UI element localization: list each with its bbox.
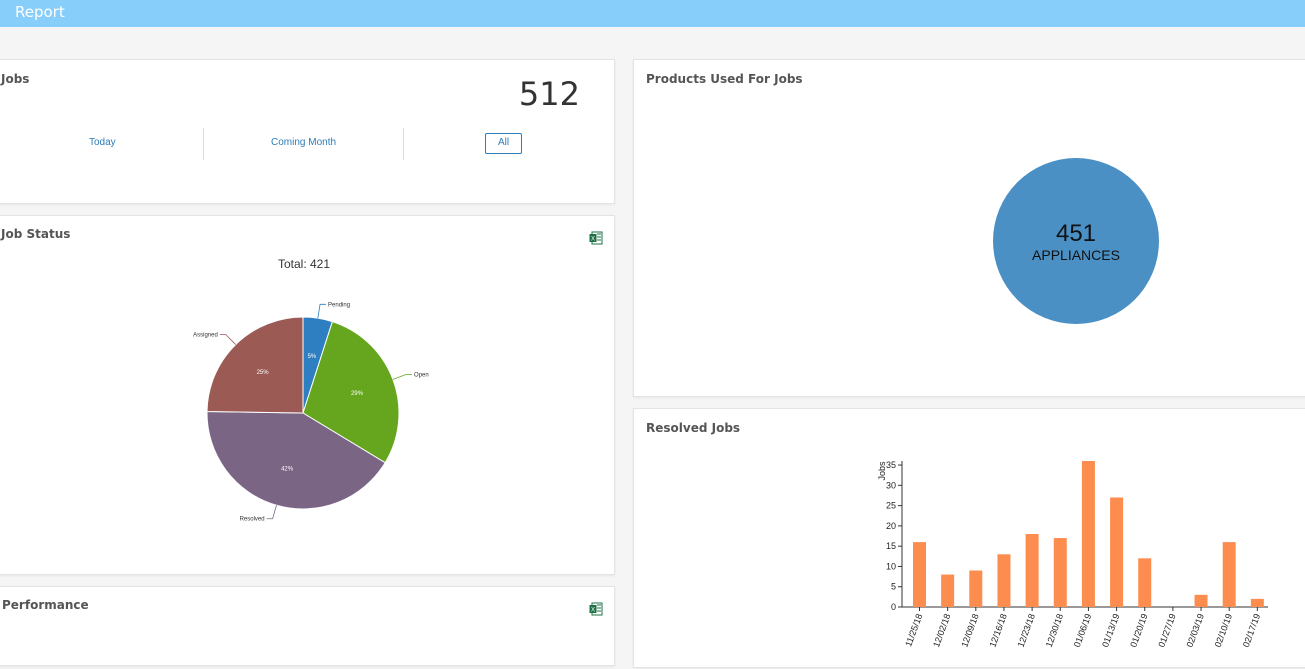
x-tick-label: 01/20/19 [1128,612,1149,648]
pie-total-label: Total: 421 [278,257,330,271]
job-status-panel: Job Status X Total: 421 5% Pending 29% Open… [0,215,615,575]
top-bar: Report [0,0,1305,27]
pie-category-label: Assigned [193,333,218,339]
svg-text:X: X [591,237,595,243]
x-tick-label: 11/25/18 [903,612,924,648]
bar-12-30-18[interactable] [1053,538,1067,607]
y-tick-label: 20 [886,521,896,531]
pie-slice-resolved[interactable] [206,410,386,510]
bar-12-09-18[interactable] [969,570,983,608]
x-tick-label: 02/03/19 [1185,612,1206,648]
bar-12-02-18[interactable] [941,574,955,607]
pie-leader-line [317,303,327,319]
svg-text:X: X [591,608,595,614]
filter-divider [203,128,204,160]
y-tick-label: 15 [886,541,896,551]
bar-02-03-19[interactable] [1194,594,1208,607]
x-tick-label: 12/02/18 [931,612,952,648]
bar-01-06-19[interactable] [1081,461,1095,607]
x-tick-label: 01/06/19 [1072,612,1093,648]
products-panel: Products Used For Jobs 451 APPLIANCES [633,59,1305,397]
excel-export-icon[interactable]: X [589,231,603,245]
bar-02-17-19[interactable] [1250,598,1264,607]
x-tick-label: 12/09/18 [959,612,980,648]
y-tick-label: 0 [891,602,896,612]
job-status-panel-title: Job Status [1,227,71,241]
bar-01-20-19[interactable] [1138,558,1152,607]
pie-leader-line [219,334,236,345]
pie-value-label: 42% [281,466,294,472]
bubble-value: 451 [1056,220,1096,247]
jobs-panel: Jobs 512 Today Coming Month All [0,59,615,204]
filter-divider [403,128,404,160]
y-tick-label: 35 [886,460,896,470]
pie-category-label: Pending [328,302,350,308]
performance-panel-title: Performance [2,598,89,612]
jobs-count: 512 [518,75,580,113]
x-tick-label: 12/30/18 [1044,612,1065,648]
bar-12-16-18[interactable] [997,554,1011,607]
bar-11-25-18[interactable] [913,542,926,607]
x-tick-label: 01/27/19 [1156,612,1177,648]
filter-all-button[interactable]: All [485,133,522,154]
x-tick-label: 02/10/19 [1213,612,1234,648]
bar-12-23-18[interactable] [1025,534,1039,607]
y-tick-label: 5 [891,582,896,592]
excel-export-icon[interactable]: X [589,602,603,616]
bar-01-13-19[interactable] [1110,497,1124,608]
pie-value-label: 25% [257,370,270,376]
job-status-pie-chart: Total: 421 5% Pending 29% Open 42% Resolved 25… [193,257,429,523]
jobs-panel-title: Jobs [1,72,30,86]
bubble-label: APPLIANCES [1032,247,1120,263]
x-tick-label: 02/17/19 [1241,612,1262,648]
appliances-bubble [993,158,1159,324]
bar-02-10-19[interactable] [1222,542,1236,607]
pie-category-label: Open [414,372,429,378]
products-bubble-chart: 451 APPLIANCES [993,158,1159,324]
pie-category-label: Resolved [240,517,265,523]
products-panel-title: Products Used For Jobs [646,72,803,86]
y-tick-label: 10 [886,561,896,571]
resolved-jobs-panel-title: Resolved Jobs [646,421,741,435]
pie-leader-line [266,505,277,520]
filter-coming-month-link[interactable]: Coming Month [271,137,337,148]
y-tick-label: 25 [886,501,896,511]
pie-leader-line [392,374,413,380]
performance-panel: Performance X [0,586,615,666]
resolved-jobs-panel: Resolved Jobs 0 5 10 15 20 25 30 35 Jobs 11/25/18… [633,408,1305,668]
x-tick-label: 12/16/18 [987,612,1008,648]
pie-value-label: 5% [308,354,317,360]
page-title: Report [15,3,65,21]
pie-value-label: 29% [351,391,364,397]
y-tick-label: 30 [886,480,896,490]
x-tick-label: 01/13/19 [1100,612,1121,648]
y-axis-label: Jobs [877,461,887,481]
filter-today-link[interactable]: Today [89,137,116,148]
x-tick-label: 12/23/18 [1016,612,1037,648]
pie-slice-assigned[interactable] [206,316,304,414]
